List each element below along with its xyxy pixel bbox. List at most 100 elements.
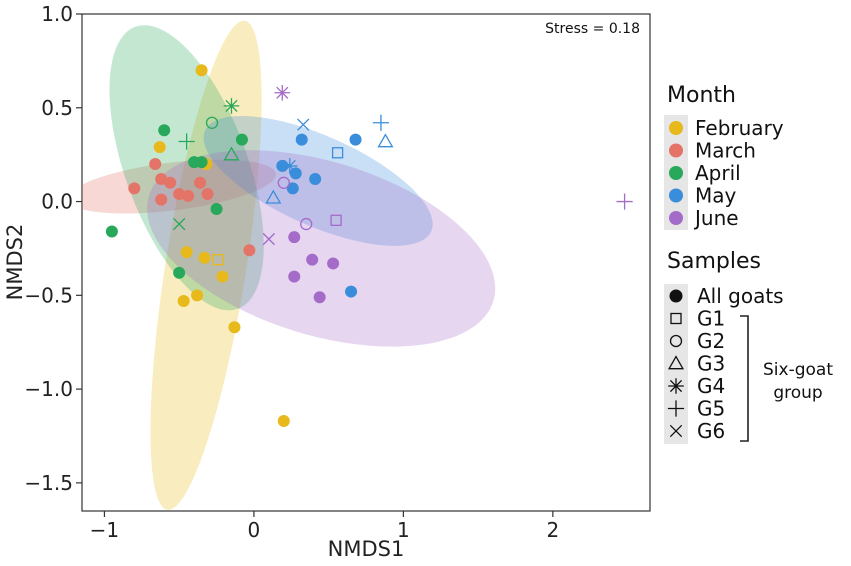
legend-label-all-goats: All goats bbox=[697, 284, 784, 308]
stress-label: Stress = 0.18 bbox=[545, 21, 640, 37]
samples-legend-title: Samples bbox=[667, 249, 761, 274]
point-april-circle-filled bbox=[235, 133, 248, 146]
point-june-plus bbox=[616, 193, 633, 210]
legend-label-april: April bbox=[695, 161, 741, 185]
legend-key-g1 bbox=[670, 312, 682, 325]
y-axis-title: NMDS2 bbox=[3, 224, 27, 301]
point-march-circle-filled bbox=[201, 188, 214, 201]
x-tick-label: −1 bbox=[90, 518, 119, 542]
point-may-circle-filled bbox=[289, 167, 302, 180]
point-april-circle-filled bbox=[173, 266, 186, 279]
point-june-square bbox=[330, 214, 342, 226]
point-june-circle-filled bbox=[313, 291, 326, 304]
point-april-circle-filled bbox=[158, 124, 171, 137]
point-february-circle-filled bbox=[198, 251, 211, 264]
point-march-circle-filled bbox=[164, 176, 177, 189]
point-april-circle-open bbox=[205, 116, 219, 129]
ellipse-february bbox=[150, 20, 262, 510]
point-february-circle-filled bbox=[277, 414, 290, 427]
point-april-circle-filled bbox=[195, 156, 208, 169]
y-tick-label: 1.0 bbox=[41, 2, 73, 26]
point-february-square bbox=[212, 254, 224, 266]
point-june-circle-filled bbox=[288, 270, 301, 283]
point-may-triangle bbox=[377, 133, 394, 148]
ellipse-june bbox=[147, 150, 496, 347]
point-april-triangle bbox=[223, 146, 240, 161]
y-tick-label: −0.5 bbox=[24, 283, 73, 307]
point-june-cross bbox=[262, 232, 276, 246]
point-june-circle-filled bbox=[327, 257, 340, 270]
legend-key-june bbox=[669, 211, 683, 225]
x-axis: −1 0 1 2 bbox=[90, 511, 559, 542]
point-june-circle-open bbox=[277, 176, 290, 189]
legend-key-g5 bbox=[667, 400, 685, 417]
point-april-circle-filled bbox=[105, 225, 118, 238]
six-goat-group-label: Six-goat bbox=[763, 360, 833, 380]
point-february-circle-filled bbox=[228, 321, 241, 334]
x-tick-label: 1 bbox=[397, 518, 410, 542]
legend-key-g3 bbox=[667, 355, 685, 370]
point-june-circle-filled bbox=[306, 253, 319, 266]
point-april-circle-filled bbox=[210, 203, 223, 216]
legend-key-february bbox=[669, 121, 683, 135]
point-may-cross bbox=[297, 118, 310, 131]
legend-label-g5: G5 bbox=[697, 397, 725, 421]
point-february-circle-filled bbox=[177, 294, 190, 307]
legend-label-g4: G4 bbox=[697, 374, 725, 398]
ellipse-april bbox=[109, 25, 264, 311]
point-may-asterisk bbox=[281, 158, 298, 174]
point-may-circle-filled bbox=[295, 133, 308, 146]
legend-label-june: June bbox=[693, 206, 739, 230]
legend-label-may: May bbox=[695, 184, 737, 208]
point-april-cross bbox=[172, 217, 186, 231]
legend-label-march: March bbox=[695, 139, 756, 163]
point-march-circle-filled bbox=[155, 173, 168, 186]
legend-label-g1: G1 bbox=[697, 307, 725, 331]
point-may-plus bbox=[372, 114, 390, 131]
y-axis: 1.0 0.5 0.0 −0.5 −1.0 −1.5 bbox=[24, 2, 82, 495]
point-march-circle-filled bbox=[182, 189, 195, 202]
y-tick-label: −1.5 bbox=[24, 471, 73, 495]
legend-key-g4 bbox=[668, 378, 684, 394]
y-tick-label: 0.5 bbox=[41, 96, 73, 120]
legend-key-all-goats bbox=[669, 289, 683, 303]
point-june-asterisk bbox=[274, 84, 291, 101]
x-tick-label: 0 bbox=[248, 518, 261, 542]
point-march-circle-filled bbox=[149, 158, 162, 171]
point-february-circle-filled bbox=[180, 246, 193, 259]
point-march-circle-filled bbox=[128, 182, 141, 195]
legend-key-april bbox=[669, 166, 683, 180]
x-tick-label: 2 bbox=[546, 518, 559, 542]
y-tick-label: −1.0 bbox=[24, 377, 73, 401]
point-march-circle-filled bbox=[173, 188, 186, 201]
point-may-circle-filled bbox=[345, 285, 358, 298]
point-june-circle-filled bbox=[288, 231, 301, 244]
point-may-circle-filled bbox=[309, 173, 322, 186]
six-goat-group-label-line2: group bbox=[773, 383, 822, 403]
point-june-circle-open bbox=[300, 217, 313, 231]
six-goat-bracket bbox=[740, 315, 749, 442]
point-march-circle-filled bbox=[155, 193, 168, 206]
point-february-circle-filled bbox=[153, 141, 166, 154]
plot-area bbox=[81, 13, 651, 512]
legend-label-g2: G2 bbox=[697, 329, 725, 353]
point-february-circle-filled bbox=[195, 64, 208, 77]
point-february-circle-filled bbox=[191, 289, 204, 302]
data-points bbox=[105, 64, 633, 427]
samples-legend-key-background bbox=[664, 284, 688, 444]
legend-label-g6: G6 bbox=[697, 419, 725, 443]
legend-key-g2 bbox=[669, 334, 683, 348]
point-march-circle-filled bbox=[194, 176, 207, 189]
x-axis-title: NMDS1 bbox=[328, 537, 405, 561]
point-may-square bbox=[331, 147, 344, 159]
point-april-plus bbox=[178, 133, 195, 150]
month-legend-title: Month bbox=[667, 83, 736, 108]
point-february-circle-filled bbox=[216, 270, 229, 283]
point-april-asterisk bbox=[223, 98, 240, 114]
point-may-circle-filled bbox=[349, 133, 362, 146]
y-tick-label: 0.0 bbox=[41, 190, 73, 214]
legend-label-g3: G3 bbox=[697, 352, 725, 376]
